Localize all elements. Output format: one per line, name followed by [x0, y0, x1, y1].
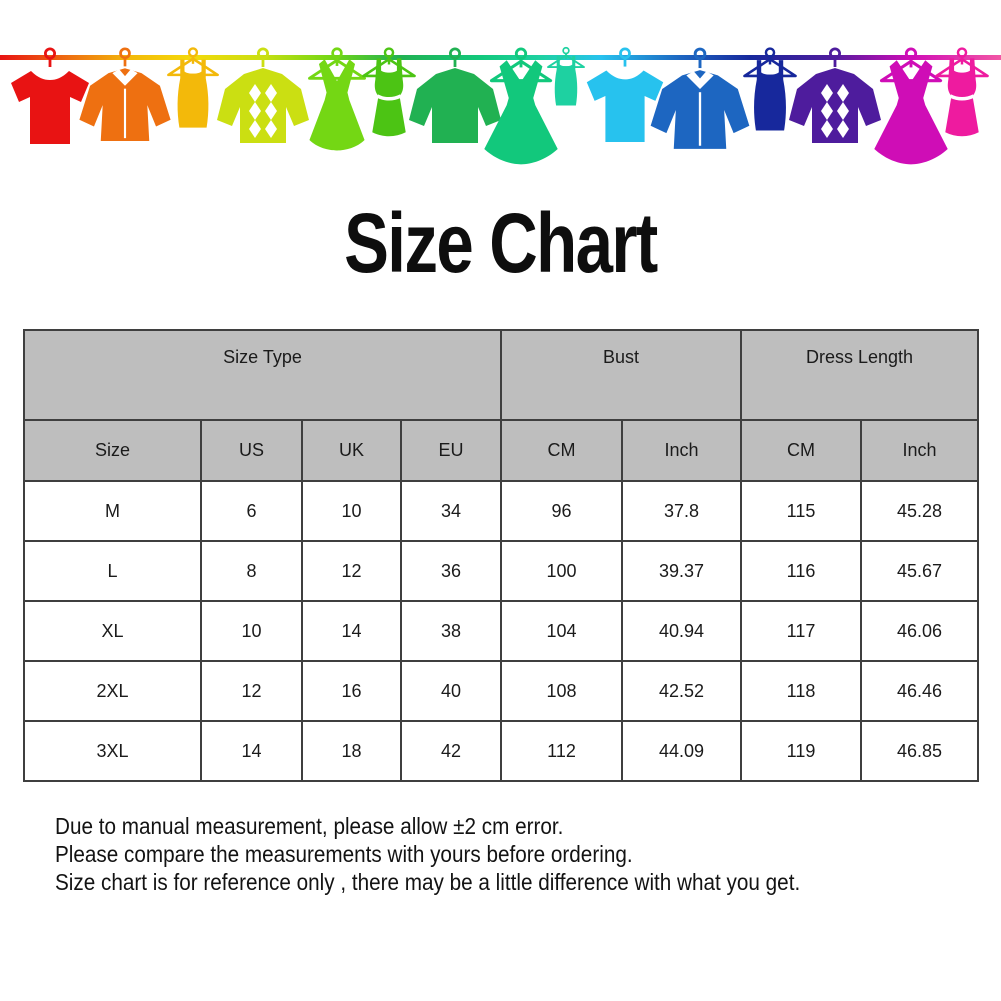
- cell-length-inch: 45.28: [860, 480, 980, 542]
- hanger-hook-icon: [119, 47, 131, 60]
- col-header-length-cm: CM: [740, 419, 863, 482]
- col-header-bust-inch: Inch: [621, 419, 743, 482]
- cell-eu: 34: [399, 480, 503, 542]
- cell-us: 6: [200, 480, 303, 542]
- tank-top-icon: [743, 47, 797, 131]
- long-sleeve-icon: [409, 47, 501, 143]
- note-line-3: Size chart is for reference only , there…: [55, 869, 801, 895]
- cell-size: M: [23, 480, 202, 542]
- group-header-size-type: Size Type: [22, 329, 503, 421]
- table-row-2xl: 2XL 12 16 40 108 42.52 118 46.46: [23, 660, 980, 722]
- note-line-2: Please compare the measurements with you…: [55, 841, 633, 867]
- hanger-hook-icon: [449, 47, 462, 60]
- sweater-icon: [217, 47, 309, 143]
- cell-size: 2XL: [23, 660, 202, 722]
- table-column-header-row: Size US UK EU CM Inch CM Inch: [23, 419, 980, 482]
- gown-icon: [874, 47, 948, 165]
- tank-dress-icon: [362, 47, 416, 137]
- cell-length-cm: 115: [740, 480, 863, 542]
- cell-uk: 14: [301, 600, 402, 662]
- hanger-hook-icon: [514, 47, 528, 60]
- hanger-hook-icon: [829, 47, 842, 60]
- col-header-eu: EU: [399, 419, 503, 482]
- hanger-hook-icon: [904, 47, 918, 60]
- col-header-uk: UK: [301, 419, 402, 482]
- cell-bust-cm: 112: [500, 720, 624, 782]
- t-shirt-icon: [586, 47, 664, 143]
- cell-length-cm: 119: [740, 720, 863, 782]
- cell-bust-inch: 37.8: [621, 480, 743, 542]
- hanger-hook-icon: [383, 47, 395, 58]
- cell-bust-cm: 108: [500, 660, 624, 722]
- cell-uk: 12: [301, 540, 402, 602]
- group-header-dress-length: Dress Length: [740, 329, 980, 421]
- cell-bust-cm: 100: [500, 540, 624, 602]
- col-header-us: US: [200, 419, 303, 482]
- cell-bust-inch: 44.09: [621, 720, 743, 782]
- cell-length-inch: 46.85: [860, 720, 980, 782]
- cell-length-cm: 118: [740, 660, 863, 722]
- cell-length-inch: 45.67: [860, 540, 980, 602]
- hanger-hook-icon: [44, 47, 57, 60]
- table-row-3xl: 3XL 14 18 42 112 44.09 119 46.85: [23, 720, 980, 782]
- cell-eu: 42: [399, 720, 503, 782]
- cell-us: 8: [200, 540, 303, 602]
- cell-bust-cm: 96: [500, 480, 624, 542]
- hanger-hook-icon: [331, 47, 343, 59]
- group-header-bust: Bust: [500, 329, 743, 421]
- hanger-hook-icon: [257, 47, 270, 60]
- cell-length-cm: 117: [740, 600, 863, 662]
- sweater-icon: [789, 47, 881, 143]
- col-header-length-inch: Inch: [860, 419, 980, 482]
- table-row-m: M 6 10 34 96 37.8 115 45.28: [23, 480, 980, 542]
- cell-eu: 38: [399, 600, 503, 662]
- tank-top-icon: [547, 46, 585, 106]
- cell-uk: 18: [301, 720, 402, 782]
- cell-size: L: [23, 540, 202, 602]
- hanger-hook-icon: [956, 47, 968, 58]
- hanger-hook-icon: [693, 47, 707, 61]
- cell-us: 14: [200, 720, 303, 782]
- note-line-1: Due to manual measurement, please allow …: [55, 813, 564, 839]
- cell-bust-cm: 104: [500, 600, 624, 662]
- hanger-hook-icon: [619, 47, 631, 60]
- t-shirt-icon: [11, 47, 89, 144]
- cell-size: XL: [23, 600, 202, 662]
- clothesline-banner: [0, 0, 1001, 175]
- table-group-header-row: Size Type Bust Dress Length: [22, 329, 980, 421]
- shirt-icon: [79, 47, 171, 142]
- clothesline-rope: [0, 55, 1001, 60]
- cell-length-cm: 116: [740, 540, 863, 602]
- tank-dress-icon: [935, 47, 989, 137]
- shirt-icon: [650, 47, 750, 149]
- cell-bust-inch: 40.94: [621, 600, 743, 662]
- cell-length-inch: 46.06: [860, 600, 980, 662]
- hanger-hook-icon: [187, 47, 199, 58]
- gown-icon: [484, 47, 558, 165]
- cell-bust-inch: 42.52: [621, 660, 743, 722]
- cell-bust-inch: 39.37: [621, 540, 743, 602]
- cell-uk: 10: [301, 480, 402, 542]
- hanger-hook-icon: [562, 46, 570, 55]
- col-header-size: Size: [23, 419, 202, 482]
- cell-us: 10: [200, 600, 303, 662]
- cell-uk: 16: [301, 660, 402, 722]
- clothesline-svg: [0, 46, 1001, 165]
- disclaimer-notes: Due to manual measurement, please allow …: [55, 812, 883, 896]
- tank-top-icon: [167, 47, 219, 128]
- cell-eu: 40: [399, 660, 503, 722]
- size-chart-table: Size Type Bust Dress Length Size US UK E…: [22, 329, 980, 782]
- cell-us: 12: [200, 660, 303, 722]
- cell-eu: 36: [399, 540, 503, 602]
- hanger-hook-icon: [764, 47, 776, 58]
- cell-size: 3XL: [23, 720, 202, 782]
- dress-icon: [308, 47, 366, 151]
- cell-length-inch: 46.46: [860, 660, 980, 722]
- col-header-bust-cm: CM: [500, 419, 624, 482]
- page-title: Size Chart: [344, 196, 658, 290]
- table-row-l: L 8 12 36 100 39.37 116 45.67: [23, 540, 980, 602]
- table-row-xl: XL 10 14 38 104 40.94 117 46.06: [23, 600, 980, 662]
